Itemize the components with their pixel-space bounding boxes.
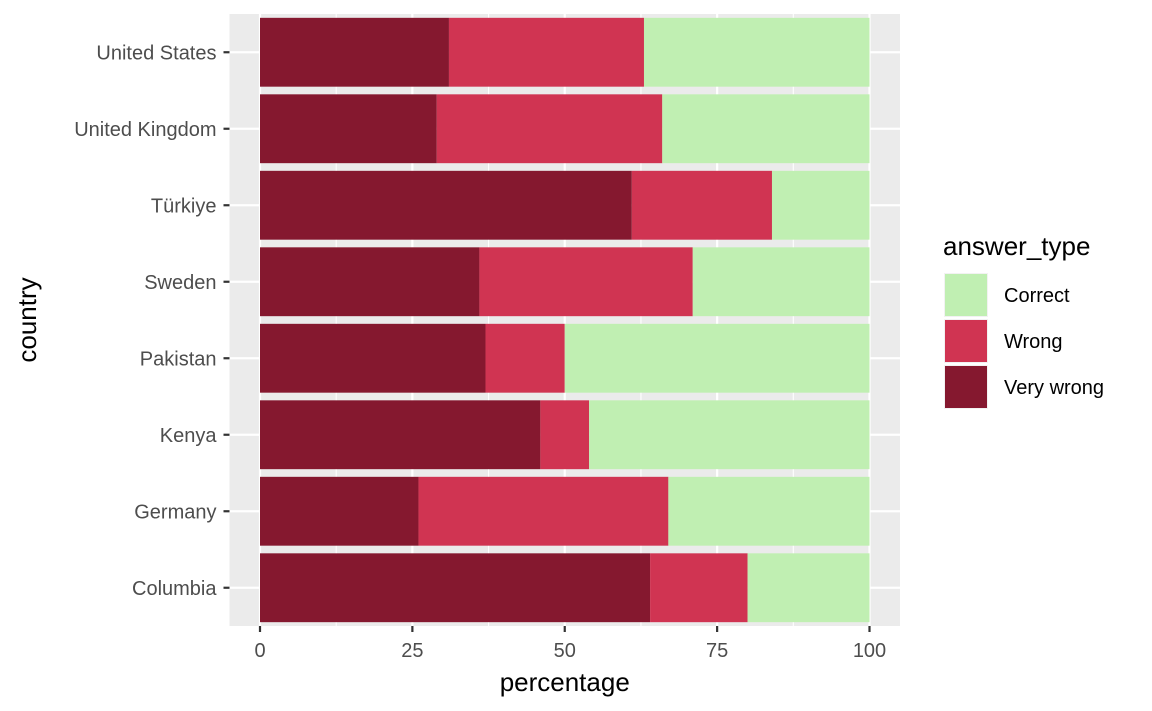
y-tick-label: United States [96,42,216,64]
bar-correct-united-kingdom [662,94,870,164]
legend-title: answer_type [943,231,1090,261]
bar-wrong-türkiye [631,170,772,240]
bar-correct-united-states [643,17,870,87]
bar-correct-kenya [589,400,870,470]
y-tick-label: Kenya [160,425,218,447]
bar-very-wrong-türkiye [260,170,632,240]
x-tick-label: 75 [706,640,728,662]
bar-wrong-united-kingdom [436,94,663,164]
bar-wrong-pakistan [485,323,565,393]
legend-key-wrong [945,320,987,362]
x-tick-label: 50 [554,640,576,662]
y-tick-label: Sweden [144,272,216,294]
bar-wrong-columbia [650,553,748,623]
bar-very-wrong-sweden [260,247,480,317]
bar-wrong-united-states [448,17,644,87]
legend-label: Wrong [1004,331,1063,353]
x-tick-label: 100 [853,640,886,662]
legend-label: Very wrong [1004,377,1104,399]
bar-correct-sweden [692,247,870,317]
y-tick-label: Türkiye [151,195,217,217]
bar-wrong-germany [418,476,669,546]
legend: answer_type Correct Wrong Very wrong [943,231,1104,409]
y-tick-label: Pakistan [140,348,217,370]
bar-correct-germany [668,476,870,546]
x-tick-label: 25 [401,640,423,662]
x-tick-label: 0 [254,640,265,662]
legend-label: Correct [1004,285,1070,307]
bar-very-wrong-united-kingdom [260,94,437,164]
bar-correct-columbia [747,553,870,623]
bar-correct-pakistan [564,323,870,393]
bar-correct-türkiye [771,170,870,240]
y-axis-title: country [12,277,42,362]
bar-very-wrong-kenya [260,400,541,470]
bars [260,17,870,623]
bar-very-wrong-pakistan [260,323,486,393]
bar-very-wrong-united-states [260,17,449,87]
bar-wrong-kenya [540,400,590,470]
legend-key-correct [945,274,987,316]
y-axis: United States United Kingdom Türkiye Sweden… [74,42,230,600]
x-axis-title: percentage [500,667,630,697]
x-axis: 0 25 50 75 100 [254,626,886,662]
bar-wrong-sweden [479,247,693,317]
y-tick-label: Columbia [132,578,217,600]
bar-very-wrong-germany [260,476,419,546]
legend-key-very-wrong [945,366,987,408]
y-tick-label: United Kingdom [74,119,216,141]
bar-very-wrong-columbia [260,553,651,623]
y-tick-label: Germany [134,501,216,523]
